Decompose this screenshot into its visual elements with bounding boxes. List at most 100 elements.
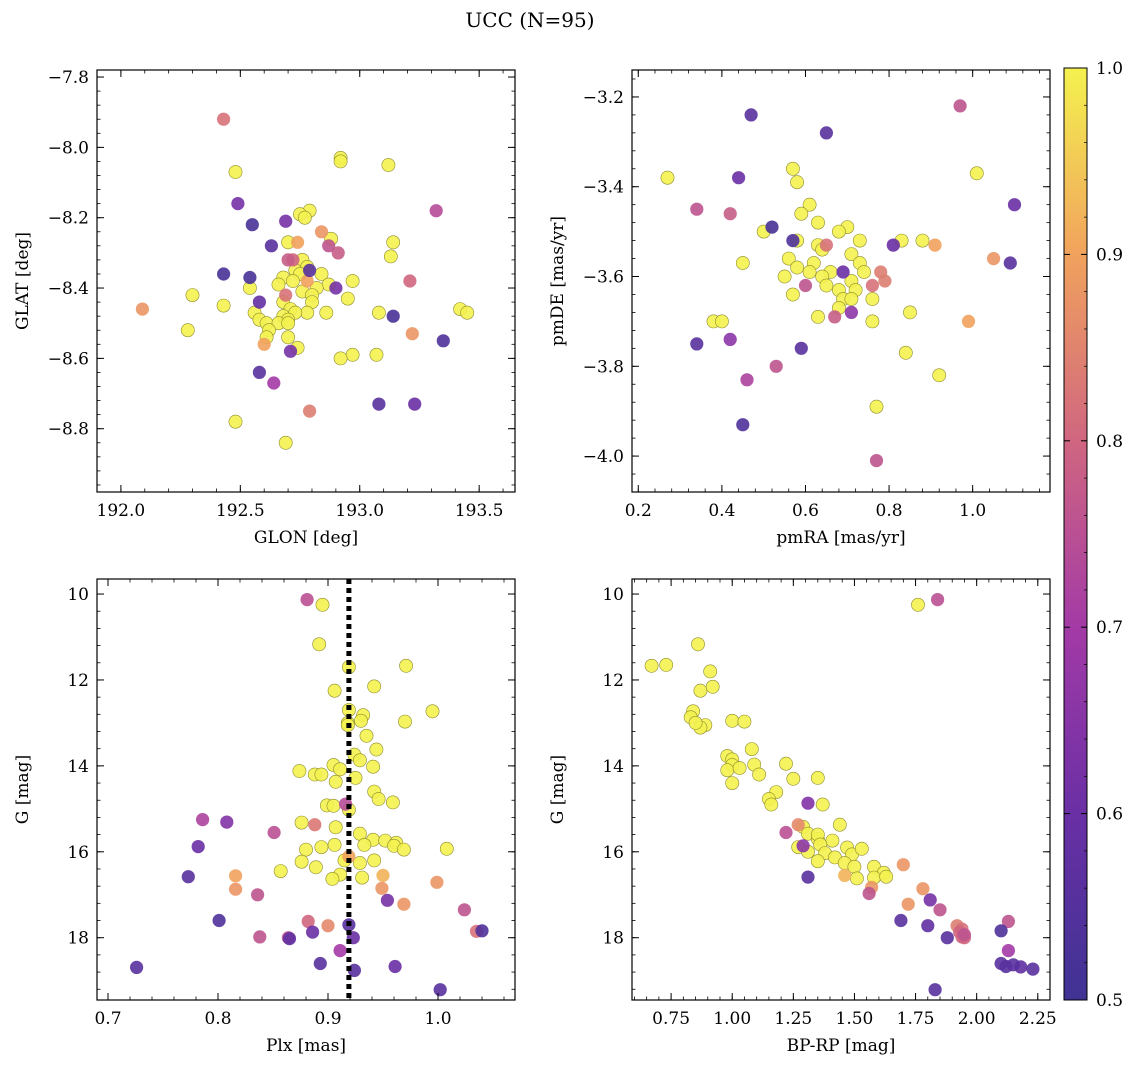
data-point: [398, 714, 412, 729]
data-point: [819, 278, 834, 293]
data-point: [403, 274, 417, 288]
y-tick-label: −4.0: [583, 447, 624, 467]
data-point: [303, 404, 317, 418]
data-point: [282, 932, 297, 946]
data-point: [340, 291, 355, 306]
plot-frame: [96, 69, 516, 493]
x-tick-label: 0.2: [625, 501, 652, 521]
data-point: [433, 983, 447, 997]
scatter-points: [660, 99, 1022, 468]
data-point: [791, 818, 805, 832]
y-tick-label: 12: [602, 671, 624, 691]
y-tick-label: −3.6: [583, 268, 624, 288]
x-axis-label: Plx [mas]: [266, 1036, 346, 1056]
scatter-points: [135, 112, 475, 450]
data-point: [345, 274, 360, 288]
data-point: [312, 637, 327, 652]
data-point: [321, 919, 335, 933]
x-tick-label: 0.6: [792, 501, 819, 521]
data-point: [303, 263, 317, 277]
data-point: [308, 818, 322, 832]
data-point: [869, 454, 884, 468]
data-point: [292, 764, 307, 778]
data-point: [381, 158, 396, 172]
data-point: [328, 820, 343, 835]
data-point: [777, 269, 792, 284]
data-point: [357, 838, 372, 852]
data-point: [327, 838, 342, 852]
data-point: [690, 337, 704, 351]
data-point: [216, 298, 231, 313]
data-point: [327, 683, 342, 698]
data-point: [291, 235, 305, 249]
data-point: [705, 679, 720, 694]
data-point: [385, 795, 400, 810]
colorbar-tick-label: 0.6: [1096, 805, 1123, 825]
data-point: [1007, 198, 1022, 212]
data-point: [369, 347, 384, 362]
y-tick-label: −3.2: [583, 88, 624, 108]
data-point: [786, 161, 800, 176]
panel-3: 0.7 0.8 0.9 1.0 10 12 14 16 18 Plx [mas] G [mag]: [13, 578, 516, 1056]
data-point: [931, 593, 945, 607]
scatter-points: [644, 593, 1040, 997]
data-point: [212, 913, 226, 928]
data-point: [869, 399, 884, 414]
x-tick-label: 0.75: [652, 1009, 690, 1029]
data-point: [308, 860, 323, 875]
data-point: [703, 664, 718, 679]
data-point: [252, 365, 266, 379]
data-point: [430, 875, 444, 889]
y-axis-label: G [mag]: [13, 755, 33, 824]
data-point: [457, 903, 471, 917]
data-point: [790, 260, 804, 275]
data-point: [297, 210, 312, 225]
data-point: [901, 897, 915, 911]
data-point: [333, 762, 347, 777]
plot-frame: [631, 69, 1051, 493]
data-point: [352, 753, 367, 768]
data-point: [229, 869, 243, 883]
data-point: [688, 716, 703, 730]
data-point: [359, 728, 374, 743]
data-point: [878, 274, 892, 288]
data-point: [251, 888, 265, 902]
data-point: [691, 637, 705, 652]
data-point: [1001, 914, 1016, 929]
x-axis-label: pmRA [mas/yr]: [776, 528, 905, 548]
data-point: [369, 742, 384, 757]
data-point: [969, 166, 984, 181]
y-tick-label: 14: [67, 757, 89, 777]
data-point: [333, 351, 348, 366]
data-point: [371, 305, 386, 320]
data-point: [752, 767, 766, 782]
data-point: [732, 171, 746, 185]
data-point: [825, 833, 840, 848]
data-point: [331, 246, 345, 260]
data-point: [300, 274, 314, 288]
data-point: [285, 274, 300, 288]
y-tick-label: −3.8: [583, 357, 624, 377]
y-tick-label: −8.4: [48, 279, 89, 299]
data-point: [367, 853, 382, 868]
data-point: [355, 870, 369, 885]
data-point: [957, 928, 972, 942]
data-point: [257, 337, 271, 351]
data-point: [367, 679, 382, 694]
x-tick-label: 1.75: [897, 1009, 935, 1029]
colorbar-tick-label: 0.8: [1096, 432, 1123, 452]
data-point: [306, 925, 320, 939]
data-point: [388, 959, 402, 974]
data-point: [300, 593, 314, 607]
data-point: [366, 759, 380, 774]
data-point: [1001, 944, 1016, 958]
data-point: [279, 214, 293, 228]
data-point: [794, 206, 809, 221]
data-point: [865, 292, 880, 306]
data-point: [819, 238, 834, 252]
data-point: [252, 295, 266, 309]
y-tick-label: −8.6: [48, 349, 89, 369]
plot-frame: [631, 578, 1051, 1001]
data-point: [228, 165, 243, 179]
data-point: [196, 813, 210, 827]
